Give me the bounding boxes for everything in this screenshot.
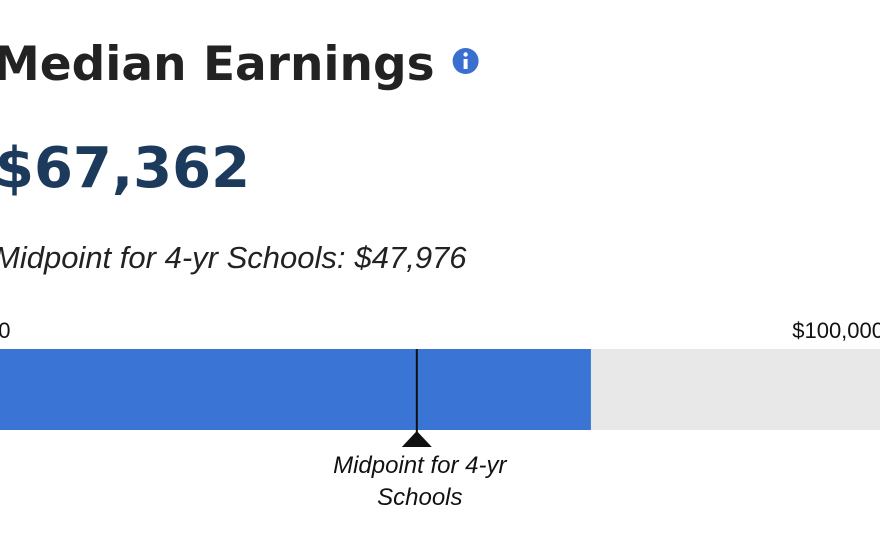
marker-value-label: $47,976 [353,240,467,275]
marker-label: Midpoint for 4-yr Schools [333,452,507,511]
subtitle: Midpoint for 4-yr Schools: [0,240,345,275]
title: Median Earnings [0,37,435,92]
x-tick-label: $0 [0,318,10,343]
bar [0,349,591,430]
x-tick-label: $100,000 [792,318,880,343]
info-icon[interactable] [452,48,479,74]
marker-triangle [401,431,432,447]
value-label: $67,362 [0,136,250,201]
